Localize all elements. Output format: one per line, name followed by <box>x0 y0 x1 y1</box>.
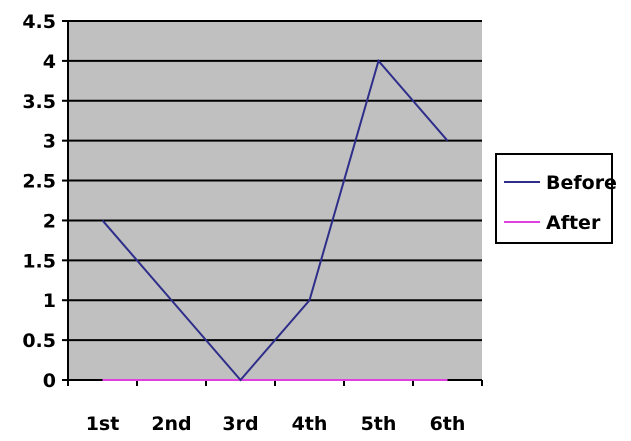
plot-area <box>68 20 482 381</box>
y-tick-label: 3.5 <box>22 91 56 113</box>
plot-background <box>68 21 482 380</box>
series-line-before <box>101 58 449 382</box>
y-tick-label: 1.5 <box>22 250 56 272</box>
legend-box <box>495 153 613 244</box>
y-tick-label: 0 <box>43 370 56 392</box>
x-tick-label: 3rd <box>222 413 258 435</box>
x-tick-label: 1st <box>86 413 120 435</box>
y-tick-label: 2 <box>43 210 56 232</box>
x-tick-label: 4th <box>292 413 328 435</box>
series-lines <box>101 58 449 382</box>
x-axis: 1st 2nd 3rd 4th 5th 6th <box>67 379 483 435</box>
y-tick-label: 3 <box>43 131 56 153</box>
y-tick-label: 4.5 <box>22 11 56 33</box>
y-tick-label: 0.5 <box>22 330 56 352</box>
y-tick-label: 4 <box>43 51 56 73</box>
x-tick-label: 5th <box>361 413 397 435</box>
x-tick-label: 2nd <box>151 413 191 435</box>
y-tick-label: 2.5 <box>22 171 56 193</box>
x-tick-label: 6th <box>430 413 466 435</box>
legend: Before After <box>495 153 617 244</box>
y-axis: 0 0.5 1 1.5 2 2.5 3 3.5 4 4.5 <box>22 11 69 392</box>
legend-label-after: After <box>546 212 601 234</box>
legend-label-before: Before <box>546 172 617 194</box>
y-tick-label: 1 <box>43 290 56 312</box>
